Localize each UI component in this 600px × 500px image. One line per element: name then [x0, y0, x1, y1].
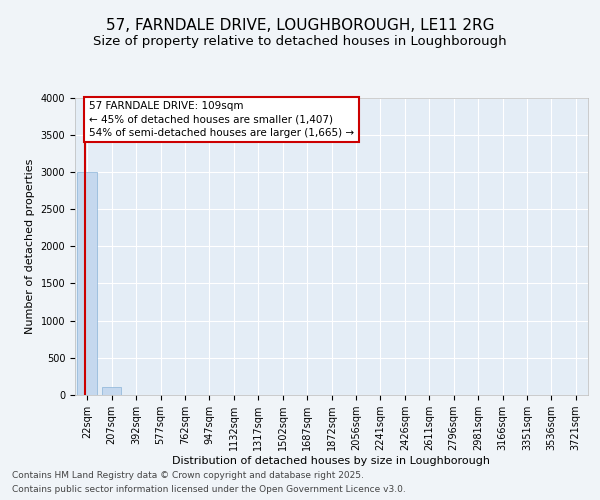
Y-axis label: Number of detached properties: Number of detached properties	[25, 158, 35, 334]
X-axis label: Distribution of detached houses by size in Loughborough: Distribution of detached houses by size …	[173, 456, 491, 466]
Text: Contains HM Land Registry data © Crown copyright and database right 2025.: Contains HM Land Registry data © Crown c…	[12, 471, 364, 480]
Bar	[102, 387, 121, 395]
Text: Contains public sector information licensed under the Open Government Licence v3: Contains public sector information licen…	[12, 485, 406, 494]
Bar	[77, 172, 97, 395]
Text: 57 FARNDALE DRIVE: 109sqm
← 45% of detached houses are smaller (1,407)
54% of se: 57 FARNDALE DRIVE: 109sqm ← 45% of detac…	[89, 101, 354, 138]
Text: 57, FARNDALE DRIVE, LOUGHBOROUGH, LE11 2RG: 57, FARNDALE DRIVE, LOUGHBOROUGH, LE11 2…	[106, 18, 494, 32]
Text: Size of property relative to detached houses in Loughborough: Size of property relative to detached ho…	[93, 35, 507, 48]
